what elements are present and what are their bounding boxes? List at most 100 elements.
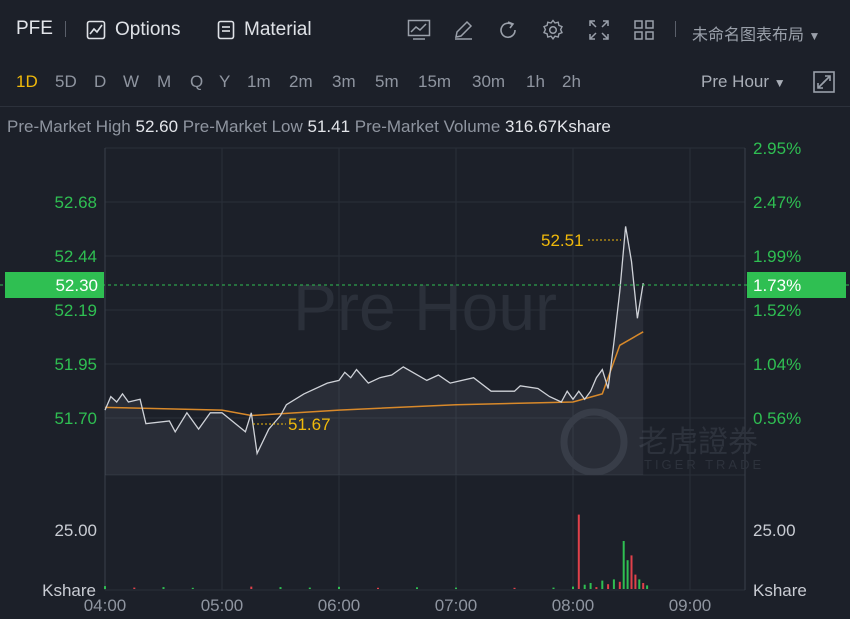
volume-bar bbox=[577, 514, 580, 589]
layout-name-label: 未命名图表布局 bbox=[692, 27, 805, 44]
price-tick: 52.19 bbox=[54, 301, 97, 320]
volume-bar bbox=[513, 587, 516, 589]
tab-3m[interactable]: 3m bbox=[332, 72, 356, 91]
volume-tick-right: 25.00 bbox=[753, 521, 796, 540]
percent-tick: 1.52% bbox=[753, 301, 801, 320]
volume-bar bbox=[279, 587, 282, 589]
percent-tick: 1.04% bbox=[753, 355, 801, 374]
chart-icon[interactable] bbox=[405, 16, 433, 44]
volume-bar bbox=[607, 584, 610, 589]
tab-d[interactable]: D bbox=[94, 72, 107, 91]
current-percent-tag-right bbox=[747, 272, 846, 298]
chevron-down-icon: ▼ bbox=[808, 29, 821, 43]
volume-unit-right: Kshare bbox=[753, 581, 807, 600]
volume-bar bbox=[104, 586, 106, 589]
current-price-label: 52.30 bbox=[55, 276, 98, 295]
tab-15m[interactable]: 15m bbox=[418, 72, 452, 91]
material-label: Material bbox=[244, 19, 312, 40]
low-value: 51.41 bbox=[307, 117, 351, 136]
volume-bar bbox=[622, 541, 625, 589]
volume-bars bbox=[104, 514, 649, 589]
tab-5d[interactable]: 5D bbox=[55, 72, 77, 91]
volume-value: 316.67Kshare bbox=[505, 117, 611, 136]
current-price-tag-left bbox=[5, 272, 104, 298]
volume-bar bbox=[377, 587, 379, 589]
tab-2h[interactable]: 2h bbox=[562, 72, 581, 91]
volume-bar bbox=[638, 579, 641, 589]
refresh-icon[interactable] bbox=[494, 16, 522, 44]
tab-q[interactable]: Q bbox=[190, 72, 204, 91]
time-tick: 05:00 bbox=[201, 596, 244, 615]
volume-bar bbox=[642, 583, 645, 589]
premarket-stats: Pre-Market High 52.60 Pre-Market Low 51.… bbox=[7, 117, 611, 137]
toolbar-divider bbox=[675, 21, 676, 37]
tab-30m[interactable]: 30m bbox=[472, 72, 506, 91]
expand-icon[interactable] bbox=[812, 70, 836, 94]
options-button[interactable]: Options bbox=[86, 14, 180, 46]
volume-bar bbox=[308, 587, 311, 589]
volume-tick-left: 25.00 bbox=[54, 521, 97, 540]
chevron-down-icon: ▼ bbox=[773, 76, 786, 90]
session-selector[interactable]: Pre Hour ▼ bbox=[701, 72, 786, 92]
percent-tick: 0.56% bbox=[753, 409, 801, 428]
volume-unit-left: Kshare bbox=[42, 581, 96, 600]
options-chart-icon bbox=[86, 20, 106, 40]
tab-1d[interactable]: 1D bbox=[16, 72, 38, 91]
price-tick: 52.68 bbox=[54, 193, 97, 212]
time-tick: 08:00 bbox=[552, 596, 595, 615]
gear-icon[interactable] bbox=[539, 16, 567, 44]
grid-icon[interactable] bbox=[630, 16, 658, 44]
percent-tick: 1.99% bbox=[753, 247, 801, 266]
high-marker-label: 52.51 bbox=[541, 231, 584, 250]
fullscreen-icon[interactable] bbox=[585, 16, 613, 44]
volume-bar bbox=[626, 560, 629, 589]
volume-bar bbox=[618, 581, 621, 589]
volume-bar bbox=[646, 585, 649, 589]
high-value: 52.60 bbox=[135, 117, 179, 136]
tab-m[interactable]: M bbox=[157, 72, 172, 91]
low-marker-label: 51.67 bbox=[288, 415, 331, 434]
price-tick: 51.95 bbox=[54, 355, 97, 374]
time-tick: 06:00 bbox=[318, 596, 361, 615]
layout-selector[interactable]: 未命名图表布局 ▼ bbox=[692, 21, 820, 45]
time-tick: 09:00 bbox=[669, 596, 712, 615]
edit-icon[interactable] bbox=[449, 16, 477, 44]
volume-bar bbox=[634, 574, 637, 589]
tab-2m[interactable]: 2m bbox=[289, 72, 313, 91]
volume-bar bbox=[250, 586, 253, 589]
volume-bar bbox=[416, 587, 418, 589]
symbol-label[interactable]: PFE bbox=[16, 18, 53, 39]
toolbar-divider bbox=[65, 21, 66, 37]
volume-bar bbox=[191, 587, 194, 589]
percent-tick: 2.95% bbox=[753, 139, 801, 158]
material-button[interactable]: Material bbox=[217, 14, 312, 46]
volume-bar bbox=[133, 587, 136, 589]
low-label: Pre-Market Low bbox=[182, 117, 303, 136]
volume-bar bbox=[552, 587, 555, 589]
volume-bar bbox=[612, 579, 615, 589]
current-percent-label: 1.73% bbox=[753, 276, 801, 295]
time-tick: 04:00 bbox=[84, 596, 127, 615]
tab-w[interactable]: W bbox=[123, 72, 140, 91]
volume-bar bbox=[338, 586, 340, 589]
tab-1m[interactable]: 1m bbox=[247, 72, 271, 91]
volume-bar bbox=[589, 583, 592, 589]
tab-5m[interactable]: 5m bbox=[375, 72, 399, 91]
average-price-line bbox=[104, 331, 644, 417]
brand-name: 老虎證券 bbox=[638, 426, 758, 459]
tab-1h[interactable]: 1h bbox=[526, 72, 545, 91]
percent-tick: 2.47% bbox=[753, 193, 801, 212]
volume-label: Pre-Market Volume bbox=[354, 117, 501, 136]
volume-bar bbox=[455, 587, 457, 589]
options-label: Options bbox=[115, 19, 181, 40]
volume-bar bbox=[601, 580, 604, 589]
chart-grid bbox=[104, 147, 746, 591]
tiger-logo-icon bbox=[560, 408, 628, 476]
price-area bbox=[105, 226, 644, 475]
tab-y[interactable]: Y bbox=[219, 72, 231, 91]
volume-bar bbox=[630, 555, 633, 589]
price-tick: 51.70 bbox=[54, 409, 97, 428]
watermark-text: Pre Hour bbox=[293, 270, 557, 344]
top-toolbar: PFE Options Material bbox=[0, 0, 850, 60]
